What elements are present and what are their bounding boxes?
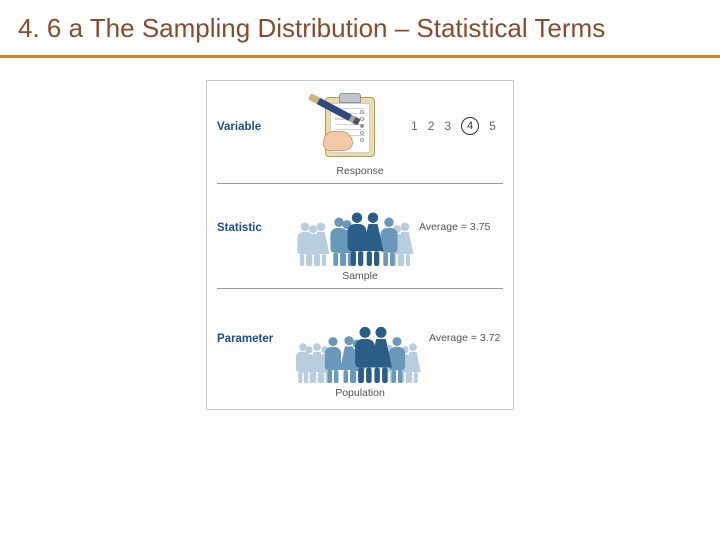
slide-title: 4. 6 a The Sampling Distribution – Stati… xyxy=(18,12,702,45)
figure-wrap: Variable xyxy=(0,58,720,410)
row-separator xyxy=(217,183,503,184)
row-variable: Variable xyxy=(217,91,503,161)
row-parameter: Parameter Average = 3.72 xyxy=(217,293,503,383)
caption-population: Population xyxy=(217,387,503,399)
row-separator xyxy=(217,288,503,289)
sample-crowd xyxy=(289,188,419,266)
illus-parameter xyxy=(289,293,429,383)
person-icon xyxy=(363,212,384,266)
scale-value: 2 xyxy=(428,119,435,133)
caption-response: Response xyxy=(217,165,503,177)
response-scale: 12345 xyxy=(411,117,503,135)
person-icon xyxy=(297,222,314,265)
person-icon xyxy=(405,343,421,383)
clipboard-icon xyxy=(321,91,379,161)
title-area: 4. 6 a The Sampling Distribution – Stati… xyxy=(0,0,720,55)
row-statistic: Statistic Average = 3.75 xyxy=(217,188,503,266)
figure-box: Variable xyxy=(206,80,514,410)
person-icon xyxy=(313,222,330,265)
avg-sample: Average = 3.75 xyxy=(419,221,511,233)
person-icon xyxy=(370,326,392,382)
term-parameter: Parameter xyxy=(217,333,273,345)
person-icon xyxy=(309,343,325,383)
hand-icon xyxy=(323,131,353,151)
term-statistic: Statistic xyxy=(217,222,262,234)
term-col: Parameter xyxy=(217,329,289,347)
term-col: Variable xyxy=(217,117,289,135)
term-variable: Variable xyxy=(217,121,261,133)
term-col: Statistic xyxy=(217,218,289,236)
avg-population: Average = 3.72 xyxy=(429,332,521,344)
scale-value: 3 xyxy=(444,119,451,133)
scale-value: 4 xyxy=(461,117,479,135)
scale-value: 5 xyxy=(489,119,496,133)
person-icon xyxy=(397,222,414,265)
caption-sample: Sample xyxy=(217,270,503,282)
illus-variable xyxy=(289,91,411,161)
population-crowd xyxy=(289,293,429,383)
scale-col: 12345 xyxy=(411,117,503,135)
scale-value: 1 xyxy=(411,119,418,133)
illus-statistic xyxy=(289,188,419,266)
